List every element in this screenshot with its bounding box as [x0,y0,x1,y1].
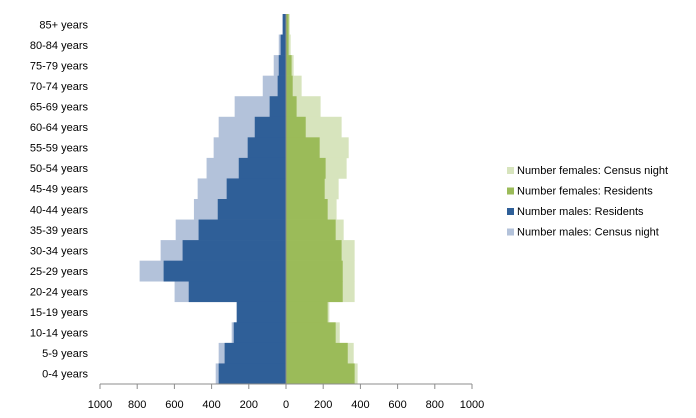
bar-right-1-16 [286,342,348,364]
legend-label: Number males: Residents [517,206,644,218]
bar-right-1-0 [286,14,289,35]
bar-right-1-3 [286,75,293,97]
bar-left-2-1 [280,34,286,56]
bar-right-1-4 [286,96,297,118]
bar-left-2-11 [182,240,286,261]
bar-right-1-5 [286,116,306,138]
bar-right-1-2 [286,55,292,76]
bar-left-2-9 [217,199,286,220]
bar-right-1-11 [286,240,342,261]
legend-swatch [507,187,514,195]
x-tick-label: 800 [426,399,444,411]
legend-label: Number females: Census night [517,165,668,177]
bar-left-2-14 [236,301,286,323]
category-label: 35-39 years [30,225,89,237]
legend-swatch [507,167,514,174]
x-tick-label: 600 [388,399,406,411]
category-label: 20-24 years [30,287,89,299]
legend-label: Number males: Census night [517,227,659,239]
category-label: 10-14 years [30,328,89,340]
bar-right-1-7 [286,157,326,179]
bar-left-2-15 [233,322,286,344]
bar-right-1-1 [286,34,289,56]
legend-swatch [507,228,514,236]
category-label: 5-9 years [42,348,88,360]
category-label: 50-54 years [30,163,89,175]
category-label: 85+ years [39,19,88,31]
bar-right-1-6 [286,137,320,159]
category-label: 0-4 years [42,369,88,381]
bar-left-2-8 [226,178,286,200]
category-label: 80-84 years [30,40,89,52]
category-label: 45-49 years [30,184,89,196]
bar-right-1-12 [286,260,343,282]
bar-right-1-14 [286,301,328,323]
category-label: 55-59 years [30,143,89,155]
bar-left-2-12 [163,260,286,282]
bar-left-2-6 [247,137,286,159]
legend-label: Number females: Residents [517,186,653,198]
bar-left-2-5 [254,116,286,138]
x-tick-label: 200 [240,399,258,411]
bar-right-1-13 [286,281,343,303]
bar-left-2-7 [238,157,286,179]
bar-right-1-17 [286,363,355,385]
bar-left-2-16 [224,342,286,364]
bar-left-2-4 [269,96,286,118]
category-label: 40-44 years [30,204,89,216]
bar-right-1-8 [286,178,325,200]
x-tick-label: 600 [165,399,183,411]
category-label: 25-29 years [30,266,89,278]
bar-left-2-3 [277,75,286,97]
x-tick-label: 400 [351,399,369,411]
bar-left-2-17 [218,363,286,385]
category-label: 70-74 years [30,81,89,93]
x-tick-label: 200 [314,399,332,411]
category-label: 30-34 years [30,245,89,257]
bar-right-1-10 [286,219,336,241]
bar-right-1-15 [286,322,336,344]
bar-left-2-2 [278,55,286,76]
category-label: 15-19 years [30,307,89,319]
legend-swatch [507,208,514,215]
bar-left-2-13 [188,281,286,303]
x-tick-label: 1000 [88,399,112,411]
x-tick-label: 1000 [460,399,484,411]
bar-right-1-9 [286,199,328,220]
x-tick-label: 800 [128,399,146,411]
category-label: 75-79 years [30,60,89,72]
x-tick-label: 400 [202,399,220,411]
bar-left-2-0 [282,14,286,35]
bar-left-2-10 [198,219,286,241]
category-label: 60-64 years [30,122,89,134]
x-tick-label: 0 [283,399,289,411]
category-label: 65-69 years [30,102,89,114]
